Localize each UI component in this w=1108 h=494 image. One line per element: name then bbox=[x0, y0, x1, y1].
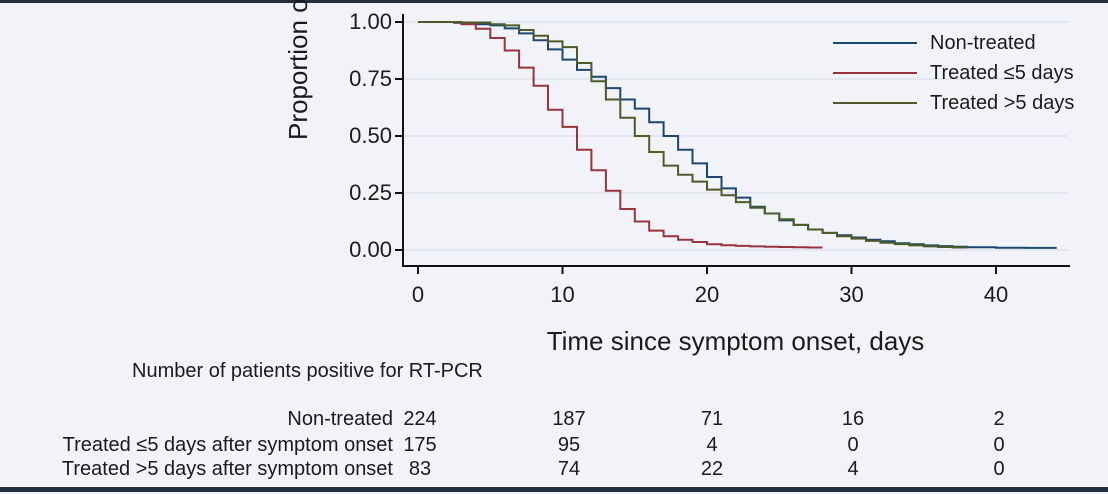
legend-swatch-treated-5-days bbox=[833, 102, 917, 104]
risk-row-label: Treated >5 days after symptom onset bbox=[61, 458, 393, 480]
risk-count: 83 bbox=[408, 458, 432, 480]
risk-count: 74 bbox=[557, 458, 581, 480]
bottom-border bbox=[0, 487, 1108, 492]
km-curve-treated-5-days bbox=[418, 21, 823, 249]
risk-count: 16 bbox=[841, 408, 865, 430]
risk-count: 175 bbox=[403, 434, 437, 456]
legend-label-non-treated: Non-treated bbox=[930, 32, 1036, 54]
x-tick-label: 10 bbox=[550, 282, 575, 307]
risk-count: 2 bbox=[993, 408, 1005, 430]
top-border bbox=[0, 0, 1108, 3]
legend-swatch-treated-5-days bbox=[833, 72, 917, 74]
risk-row-label: Non-treated bbox=[287, 408, 393, 430]
km-curve-non-treated bbox=[418, 21, 1057, 249]
risk-count: 0 bbox=[847, 434, 859, 456]
risk-count: 224 bbox=[403, 408, 437, 430]
x-axis-title: Time since symptom onset, days bbox=[546, 326, 925, 356]
x-tick-label: 40 bbox=[983, 282, 1009, 307]
legend-label-treated-5-days: Treated ≤5 days bbox=[930, 62, 1074, 84]
risk-table-title: Number of patients positive for RT-PCR bbox=[132, 360, 483, 382]
risk-count: 22 bbox=[700, 458, 724, 480]
risk-count: 187 bbox=[552, 408, 586, 430]
km-curve-treated-5-days bbox=[418, 21, 968, 249]
risk-count: 95 bbox=[557, 434, 581, 456]
y-tick-label: 0.00 bbox=[349, 237, 392, 262]
legend-swatch-non-treated bbox=[833, 42, 917, 44]
y-tick-label: 1.00 bbox=[349, 9, 392, 34]
risk-count: 0 bbox=[993, 434, 1005, 456]
risk-count: 71 bbox=[700, 408, 724, 430]
y-tick-label: 0.75 bbox=[349, 66, 392, 91]
x-tick-label: 0 bbox=[411, 282, 425, 307]
x-tick-label: 30 bbox=[839, 282, 864, 307]
risk-count: 4 bbox=[706, 434, 718, 456]
risk-row-label: Treated ≤5 days after symptom onset bbox=[62, 434, 393, 456]
y-tick-label: 0.50 bbox=[349, 123, 392, 148]
risk-count: 0 bbox=[993, 458, 1005, 480]
y-tick-label: 0.25 bbox=[349, 180, 392, 205]
risk-count: 4 bbox=[847, 458, 859, 480]
x-tick-label: 20 bbox=[694, 282, 720, 307]
legend-label-treated-5-days: Treated >5 days bbox=[930, 92, 1075, 114]
